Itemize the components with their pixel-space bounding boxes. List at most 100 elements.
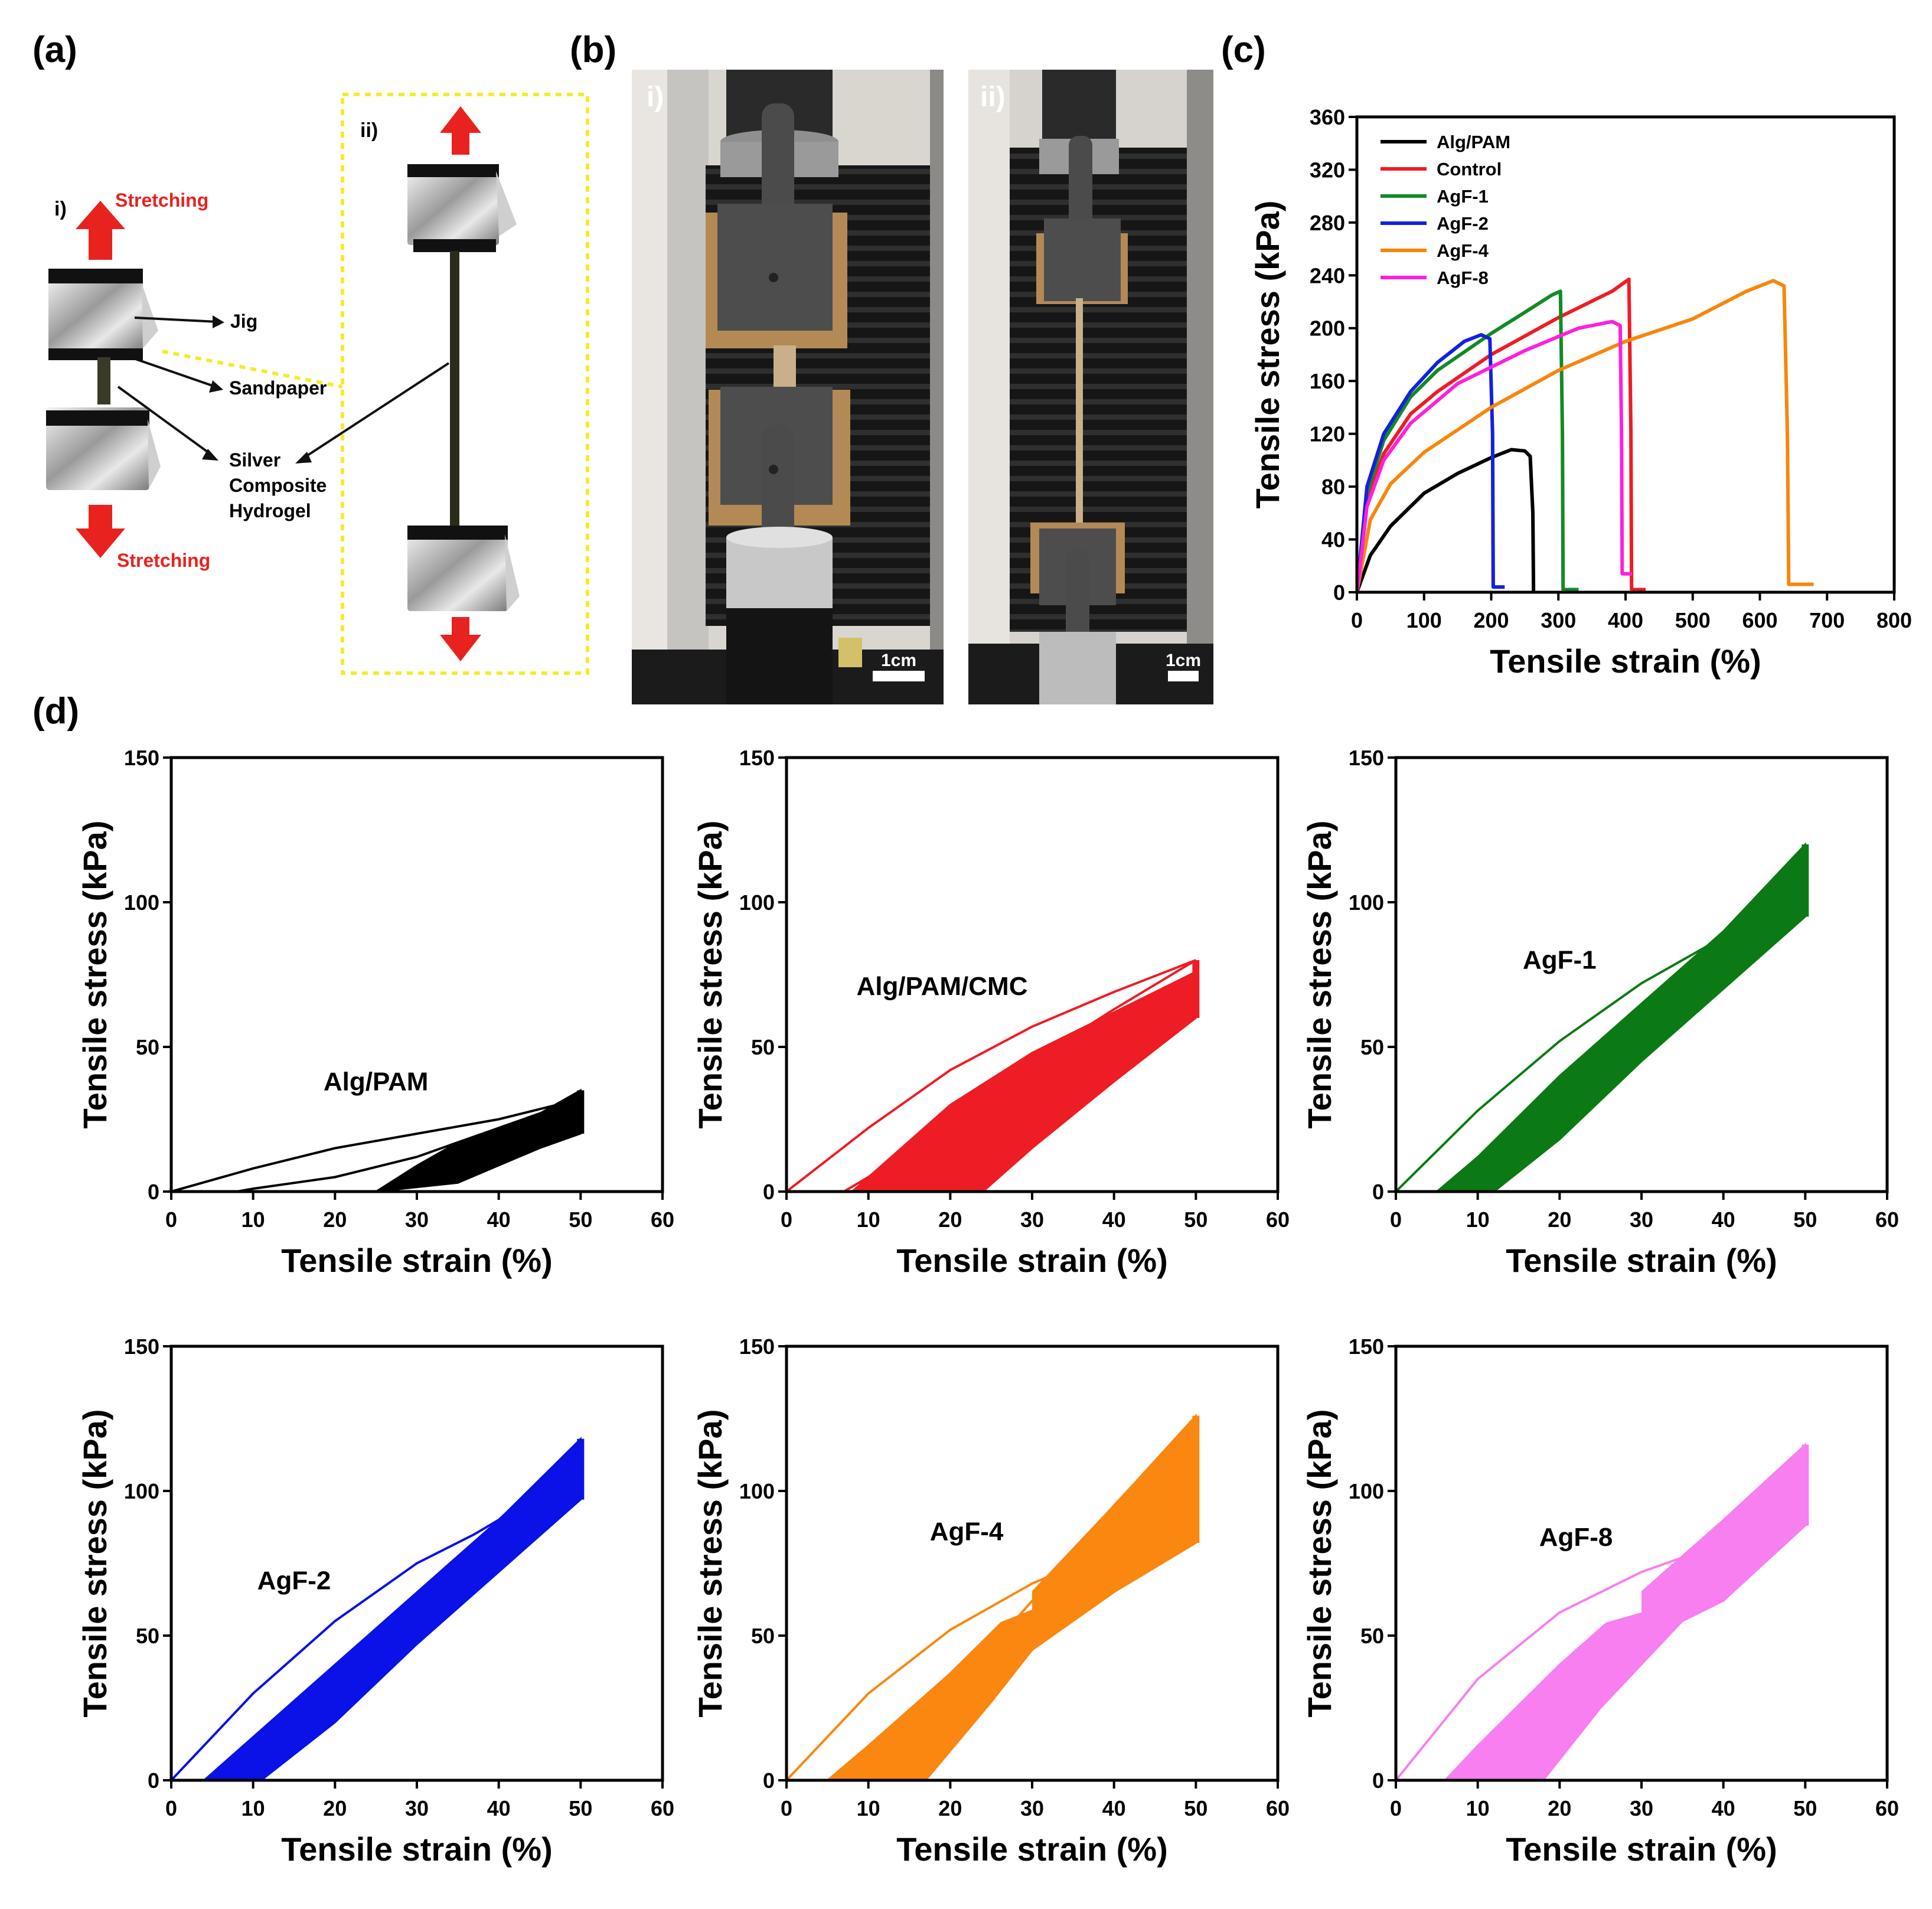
panel-b: (b) i — [570, 30, 1213, 704]
x-tick-label: 20 — [1548, 1796, 1571, 1820]
scale-bar-i — [873, 671, 925, 681]
series-line-agf-8 — [1357, 319, 1633, 592]
y-axis-title: Tensile stress (kPa) — [691, 1409, 729, 1718]
legend-label: Control — [1437, 159, 1502, 180]
x-tick-label: 0 — [1390, 1208, 1402, 1232]
x-tick-label: 300 — [1541, 608, 1576, 632]
y-tick-label: 0 — [763, 1180, 775, 1204]
y-tick-label: 100 — [739, 890, 775, 915]
zoom-connector-line — [162, 350, 343, 389]
x-tick-label: 60 — [1875, 1208, 1899, 1232]
y-tick-label: 0 — [148, 1180, 159, 1204]
y-tick-label: 50 — [136, 1624, 159, 1648]
first-unloading-curve — [203, 1444, 582, 1780]
x-tick-label: 30 — [405, 1796, 429, 1820]
x-tick-label: 50 — [1184, 1796, 1208, 1820]
curve-label: Alg/PAM — [324, 1068, 429, 1097]
jig-top — [48, 269, 158, 360]
y-tick-label: 50 — [1360, 1624, 1384, 1648]
legend-label: AgF-4 — [1437, 240, 1489, 261]
x-axis-title: Tensile strain (%) — [1506, 1830, 1777, 1868]
first-unloading-curve — [1444, 1447, 1806, 1780]
plot-area — [171, 1437, 585, 1780]
y-tick-label: 150 — [1349, 746, 1384, 770]
x-tick-label: 30 — [405, 1208, 429, 1232]
y-tick-label: 50 — [751, 1035, 775, 1059]
plot-frame — [1394, 1345, 1889, 1782]
legend-label: AgF-2 — [1437, 213, 1489, 234]
zoom-arrow-up — [440, 106, 481, 155]
zoom-dashed-box — [341, 93, 589, 675]
plot-frame — [785, 1345, 1280, 1782]
hydrogel-sample-small — [97, 357, 110, 404]
plot-frame — [1394, 756, 1889, 1193]
x-axis-title: Tensile strain (%) — [896, 1242, 1168, 1279]
y-tick-label: 150 — [1349, 1334, 1384, 1359]
x-axis-title: Tensile strain (%) — [1490, 642, 1761, 680]
annotation-arrows — [117, 315, 450, 464]
x-tick-label: 40 — [1712, 1208, 1735, 1232]
stretching-top-label: Stretching — [115, 190, 208, 211]
x-tick-label: 60 — [651, 1208, 674, 1232]
panel-a: (a) i) ii) Stretching Stretching — [32, 30, 589, 675]
first-loading-curve — [1396, 1548, 1708, 1780]
y-tick-label: 360 — [1310, 105, 1345, 129]
x-tick-label: 10 — [857, 1208, 880, 1232]
y-axis-title: Tensile stress (kPa) — [691, 821, 729, 1129]
zoom-arrow-down — [440, 617, 481, 661]
x-tick-label: 40 — [1102, 1796, 1126, 1820]
x-tick-label: 40 — [1712, 1796, 1735, 1820]
silver-label-line1: Silver — [229, 449, 280, 471]
silver-label-line3: Hydrogel — [229, 500, 311, 521]
zoom-jig-bottom — [407, 526, 520, 611]
x-tick-label: 0 — [165, 1796, 177, 1820]
y-tick-label: 240 — [1310, 263, 1345, 288]
x-tick-label: 20 — [323, 1208, 347, 1232]
cycle-band — [220, 1088, 582, 1192]
chart-d-agf-2: AgF-2 0 10 20 30 40 50 60 0 50 100 150 Tensile strai… — [76, 1334, 674, 1868]
cycle-band-gap — [917, 1589, 1032, 1665]
x-tick-label: 50 — [1793, 1796, 1817, 1820]
y-tick-label: 40 — [1321, 528, 1345, 552]
chart-d-agf-1: AgF-1 0 10 20 30 40 50 60 0 50 100 150 Tensile strai… — [1301, 746, 1899, 1279]
curve-label: AgF-1 — [1523, 946, 1597, 975]
stretch-arrow-up — [76, 201, 125, 260]
curve-label: Alg/PAM/CMC — [856, 972, 1027, 1001]
x-tick-label: 60 — [1266, 1796, 1290, 1820]
first-unloading-curve — [236, 1098, 581, 1192]
legend-label: Alg/PAM — [1437, 132, 1510, 152]
stretching-bottom-label: Stretching — [117, 550, 210, 571]
y-tick-label: 150 — [739, 746, 775, 770]
y-tick-label: 100 — [739, 1479, 775, 1503]
panel-label-c: (c) — [1221, 30, 1266, 70]
chart-d-agf-4: AgF-4 0 10 20 30 40 50 60 0 50 100 150 Tensile strai… — [691, 1334, 1290, 1868]
x-tick-label: 0 — [1390, 1796, 1402, 1820]
series-line-agf-1 — [1357, 289, 1579, 592]
chart-d-agf-8: AgF-8 0 10 20 30 40 50 60 0 50 100 150 Tensile strai… — [1301, 1334, 1899, 1868]
x-axis-title: Tensile strain (%) — [1506, 1242, 1777, 1279]
first-loading-curve — [786, 959, 1197, 1192]
photo-ii — [968, 70, 1213, 704]
y-axis-title: Tensile stress (kPa) — [1301, 821, 1338, 1129]
first-loading-curve — [1396, 849, 1806, 1192]
scale-bar-ii — [1168, 671, 1199, 681]
first-loading-curve — [786, 1524, 1196, 1780]
x-tick-label: 50 — [1184, 1208, 1208, 1232]
y-tick-label: 200 — [1310, 316, 1345, 341]
x-tick-label: 10 — [1466, 1208, 1490, 1232]
plot-area — [1396, 842, 1809, 1192]
cycle-band — [825, 1413, 1197, 1780]
y-tick-label: 100 — [1349, 890, 1384, 915]
y-tick-label: 120 — [1310, 422, 1345, 446]
y-tick-label: 0 — [148, 1768, 159, 1793]
plot-area — [786, 959, 1200, 1192]
x-tick-label: 100 — [1406, 608, 1442, 632]
x-tick-label: 20 — [938, 1796, 962, 1820]
x-tick-label: 40 — [487, 1796, 511, 1820]
silver-label-line2: Composite — [229, 475, 327, 496]
x-tick-label: 60 — [1266, 1208, 1290, 1232]
hydrogel-sample-zoom — [450, 251, 459, 534]
sandpaper-label: Sandpaper — [229, 377, 327, 399]
